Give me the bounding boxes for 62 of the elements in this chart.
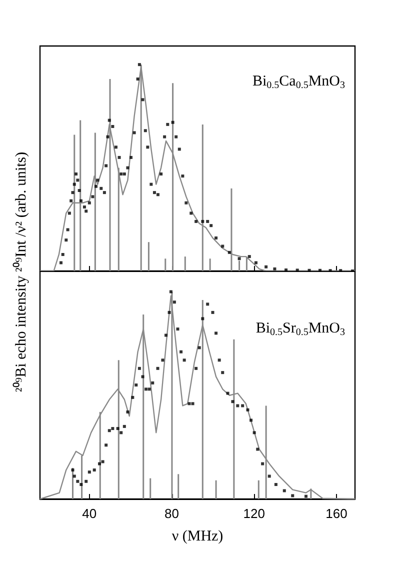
point — [122, 424, 126, 428]
point — [111, 427, 114, 430]
point — [168, 310, 171, 314]
point — [214, 332, 218, 335]
point — [221, 371, 224, 374]
point — [246, 408, 250, 412]
point — [198, 346, 201, 350]
point — [161, 358, 164, 362]
point — [98, 462, 101, 466]
x-tick-label: 40 — [82, 506, 97, 521]
point — [151, 381, 154, 384]
point — [211, 310, 214, 314]
point — [120, 431, 123, 434]
x-tick-label: 120 — [243, 506, 265, 521]
point — [156, 366, 160, 370]
point — [164, 334, 168, 337]
x-tick-label: 160 — [326, 506, 348, 521]
point — [134, 384, 138, 386]
point — [138, 366, 141, 370]
point — [274, 482, 278, 486]
point — [84, 480, 88, 483]
point — [252, 431, 256, 434]
point — [126, 410, 130, 414]
point — [250, 418, 253, 422]
point — [261, 462, 264, 466]
point — [194, 366, 198, 370]
point — [291, 494, 294, 498]
point — [256, 448, 260, 451]
point — [80, 482, 83, 486]
point — [218, 358, 221, 362]
point — [268, 474, 271, 478]
point — [131, 396, 134, 399]
point — [282, 489, 286, 492]
point — [191, 402, 194, 406]
x-tick-label: 80 — [164, 506, 179, 521]
point — [101, 460, 104, 464]
point — [144, 388, 148, 391]
point — [241, 404, 244, 408]
point — [231, 400, 234, 404]
point — [108, 429, 111, 432]
point — [180, 350, 183, 354]
point — [176, 328, 180, 331]
point — [76, 480, 80, 483]
y-axis-title: ²⁰⁹Bi echo intensity ²⁰⁹Int /ν² (arb. units) — [12, 152, 30, 392]
point — [71, 468, 74, 472]
point — [182, 358, 186, 362]
point — [169, 290, 172, 294]
point — [304, 494, 308, 498]
point — [116, 427, 120, 430]
point — [148, 388, 151, 391]
point — [206, 302, 210, 306]
point — [72, 474, 76, 478]
point — [88, 470, 91, 474]
point — [201, 317, 204, 320]
point — [104, 444, 108, 447]
x-axis-title: ν (MHz) — [172, 528, 224, 544]
point — [188, 402, 191, 406]
point — [226, 392, 230, 395]
point — [172, 300, 176, 304]
point — [141, 375, 144, 378]
point — [92, 468, 96, 472]
point — [236, 404, 240, 408]
